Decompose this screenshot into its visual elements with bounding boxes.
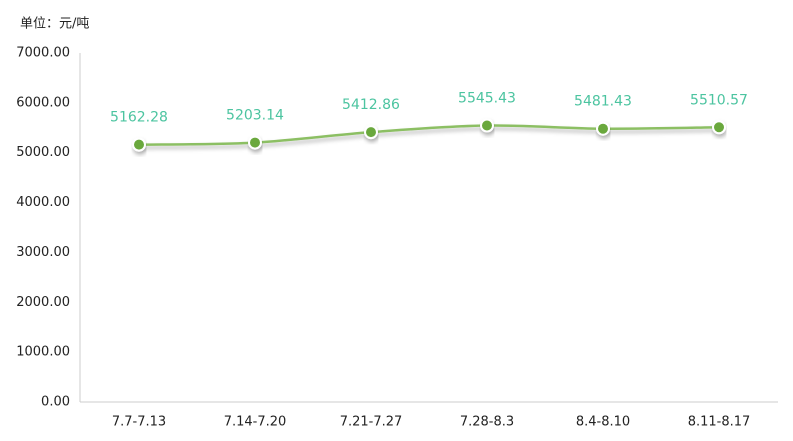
value-label: 5481.43 <box>574 94 632 110</box>
x-tick-label: 7.7-7.13 <box>112 415 166 430</box>
x-tick-label: 8.11-8.17 <box>688 415 751 430</box>
value-label: 5203.14 <box>226 108 284 124</box>
unit-label: 单位：元/吨 <box>20 17 89 32</box>
value-label: 5162.28 <box>110 110 168 126</box>
y-tick-label: 2000.00 <box>16 295 70 310</box>
x-tick-label: 8.4-8.10 <box>576 415 630 430</box>
point <box>248 135 262 150</box>
y-tick-label: 3000.00 <box>16 245 70 260</box>
y-tick-label: 5000.00 <box>16 145 70 160</box>
point <box>132 137 146 152</box>
x-tick-label: 7.14-7.20 <box>224 415 287 430</box>
x-tick-label: 7.28-8.3 <box>460 415 514 430</box>
line <box>138 124 720 146</box>
point <box>364 125 378 140</box>
value-label: 5412.86 <box>342 97 400 113</box>
value-label: 5545.43 <box>458 91 516 107</box>
y-tick-label: 1000.00 <box>16 345 70 360</box>
y-tick-label: 6000.00 <box>16 95 70 110</box>
point <box>712 120 726 135</box>
y-tick-label: 4000.00 <box>16 195 70 210</box>
point <box>596 121 610 136</box>
point <box>480 118 494 133</box>
y-tick-label: 7000.00 <box>16 46 70 61</box>
value-label: 5510.57 <box>690 92 748 108</box>
y-tick-label: 0.00 <box>41 395 70 410</box>
x-tick-label: 7.21-7.27 <box>340 415 403 430</box>
